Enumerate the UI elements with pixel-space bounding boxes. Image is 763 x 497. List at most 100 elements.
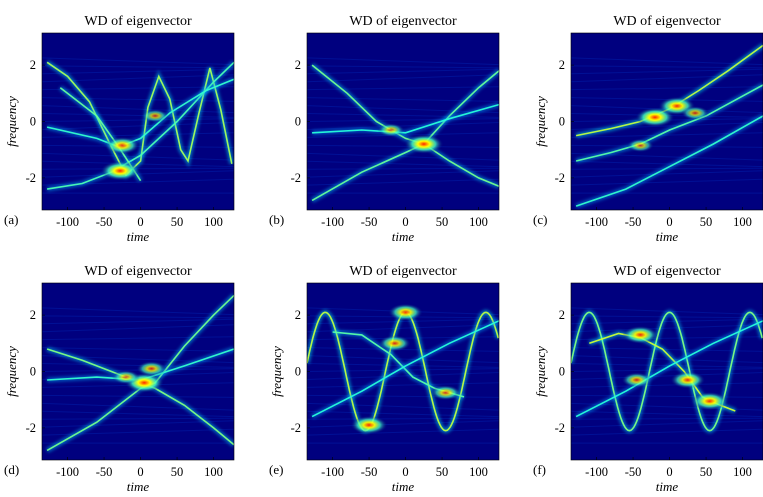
x-tick-label: 50 — [436, 215, 449, 229]
chart-title: WD of eigenvector — [349, 14, 457, 29]
texture-line — [307, 68, 499, 75]
texture-line — [307, 160, 499, 168]
heatmap-content — [307, 303, 499, 444]
y-axis-label: frequency — [269, 346, 284, 397]
texture-line — [571, 428, 763, 436]
panel-label: (f) — [533, 462, 546, 477]
y-tick-label: 0 — [559, 115, 565, 129]
panel-5: -100 -50 0 50 100 2 0 -2 WD of eigenvector time fr… — [533, 264, 763, 494]
texture-line — [571, 160, 763, 168]
x-tick-label: 0 — [402, 465, 408, 479]
panel-label: (e) — [269, 462, 283, 477]
texture-line — [42, 336, 234, 341]
x-tick-label: -50 — [96, 465, 113, 479]
texture-line — [307, 65, 499, 69]
texture-line — [42, 65, 234, 69]
x-tick-label: -100 — [321, 465, 344, 479]
x-tick-label: 50 — [700, 215, 713, 229]
panel-1: -100 -50 0 50 100 2 0 -2 WD of eigenvector time (b… — [269, 14, 500, 244]
texture-line — [42, 402, 234, 411]
hotspot — [378, 335, 411, 352]
texture-line — [571, 420, 763, 428]
texture-line — [42, 86, 234, 91]
hotspot — [388, 303, 423, 321]
texture-line — [42, 132, 234, 138]
x-tick-label: -50 — [625, 215, 642, 229]
hotspot — [622, 325, 659, 344]
texture-line — [307, 382, 499, 388]
y-tick-label: 0 — [559, 365, 565, 379]
texture-line — [571, 394, 763, 398]
y-tick-label: 2 — [295, 58, 301, 72]
x-tick-label: 0 — [402, 215, 408, 229]
texture-line — [307, 318, 499, 325]
x-tick-label: -100 — [56, 465, 79, 479]
y-axis-label: frequency — [533, 346, 548, 397]
texture-line — [307, 394, 499, 398]
heatmap-content — [307, 57, 499, 203]
texture-line — [307, 121, 499, 130]
plot-area — [307, 33, 499, 210]
y-tick-label: 2 — [295, 308, 301, 322]
x-tick-label: 100 — [733, 215, 752, 229]
hotspot — [681, 106, 710, 121]
x-tick-label: 50 — [700, 465, 713, 479]
x-tick-label: -100 — [585, 465, 608, 479]
texture-line — [42, 105, 234, 114]
hotspot — [136, 361, 167, 377]
x-tick-label: 0 — [137, 215, 143, 229]
texture-line — [42, 68, 234, 75]
y-tick-label: 2 — [30, 58, 36, 72]
x-axis-label: time — [392, 229, 415, 244]
y-axis-label: frequency — [4, 96, 19, 147]
x-tick-label: 0 — [666, 465, 672, 479]
texture-line — [42, 318, 234, 325]
hotspot — [691, 391, 729, 411]
panel-2: -100 -50 0 50 100 2 0 -2 WD of eigenvector time fr… — [533, 14, 763, 244]
texture-line — [571, 178, 763, 186]
heatmap-content — [42, 57, 234, 194]
y-tick-label: 0 — [295, 365, 301, 379]
texture-line — [571, 318, 763, 325]
hotspot — [350, 415, 388, 435]
panel-label: (c) — [533, 212, 547, 227]
heatmap-content — [571, 43, 763, 209]
x-tick-label: -50 — [96, 215, 113, 229]
hotspot — [104, 136, 140, 155]
x-tick-label: -100 — [56, 215, 79, 229]
texture-line — [42, 121, 234, 130]
panel-label: (d) — [4, 462, 19, 477]
x-tick-label: -50 — [625, 465, 642, 479]
y-tick-label: 2 — [30, 308, 36, 322]
texture-line — [42, 113, 234, 118]
chart-title: WD of eigenvector — [84, 264, 192, 279]
texture-line — [307, 417, 499, 420]
curve — [312, 103, 499, 134]
x-tick-label: 100 — [204, 215, 223, 229]
texture-line — [571, 410, 763, 418]
y-axis-label: frequency — [4, 346, 19, 397]
x-tick-label: 50 — [436, 465, 449, 479]
panel-4: -100 -50 0 50 100 2 0 -2 WD of eigenvector time fr… — [269, 264, 500, 494]
texture-line — [42, 315, 234, 319]
x-tick-label: -50 — [361, 465, 378, 479]
x-tick-label: 0 — [137, 465, 143, 479]
chart-title: WD of eigenvector — [613, 14, 721, 29]
y-tick-label: -2 — [555, 171, 565, 185]
texture-line — [307, 113, 499, 118]
y-tick-label: 0 — [295, 115, 301, 129]
texture-line — [571, 170, 763, 178]
texture-line — [571, 324, 763, 333]
texture-line — [42, 410, 234, 418]
x-axis-label: time — [656, 479, 679, 494]
texture-line — [307, 428, 499, 436]
curve — [575, 115, 763, 207]
panel-0: -100 -50 0 50 100 2 0 -2 WD of eigenvector time fr… — [4, 14, 235, 244]
x-tick-label: 50 — [171, 465, 184, 479]
texture-line — [42, 394, 234, 398]
texture-line — [571, 417, 763, 420]
x-tick-label: -100 — [321, 215, 344, 229]
curve — [571, 311, 763, 432]
hotspot — [670, 371, 706, 389]
